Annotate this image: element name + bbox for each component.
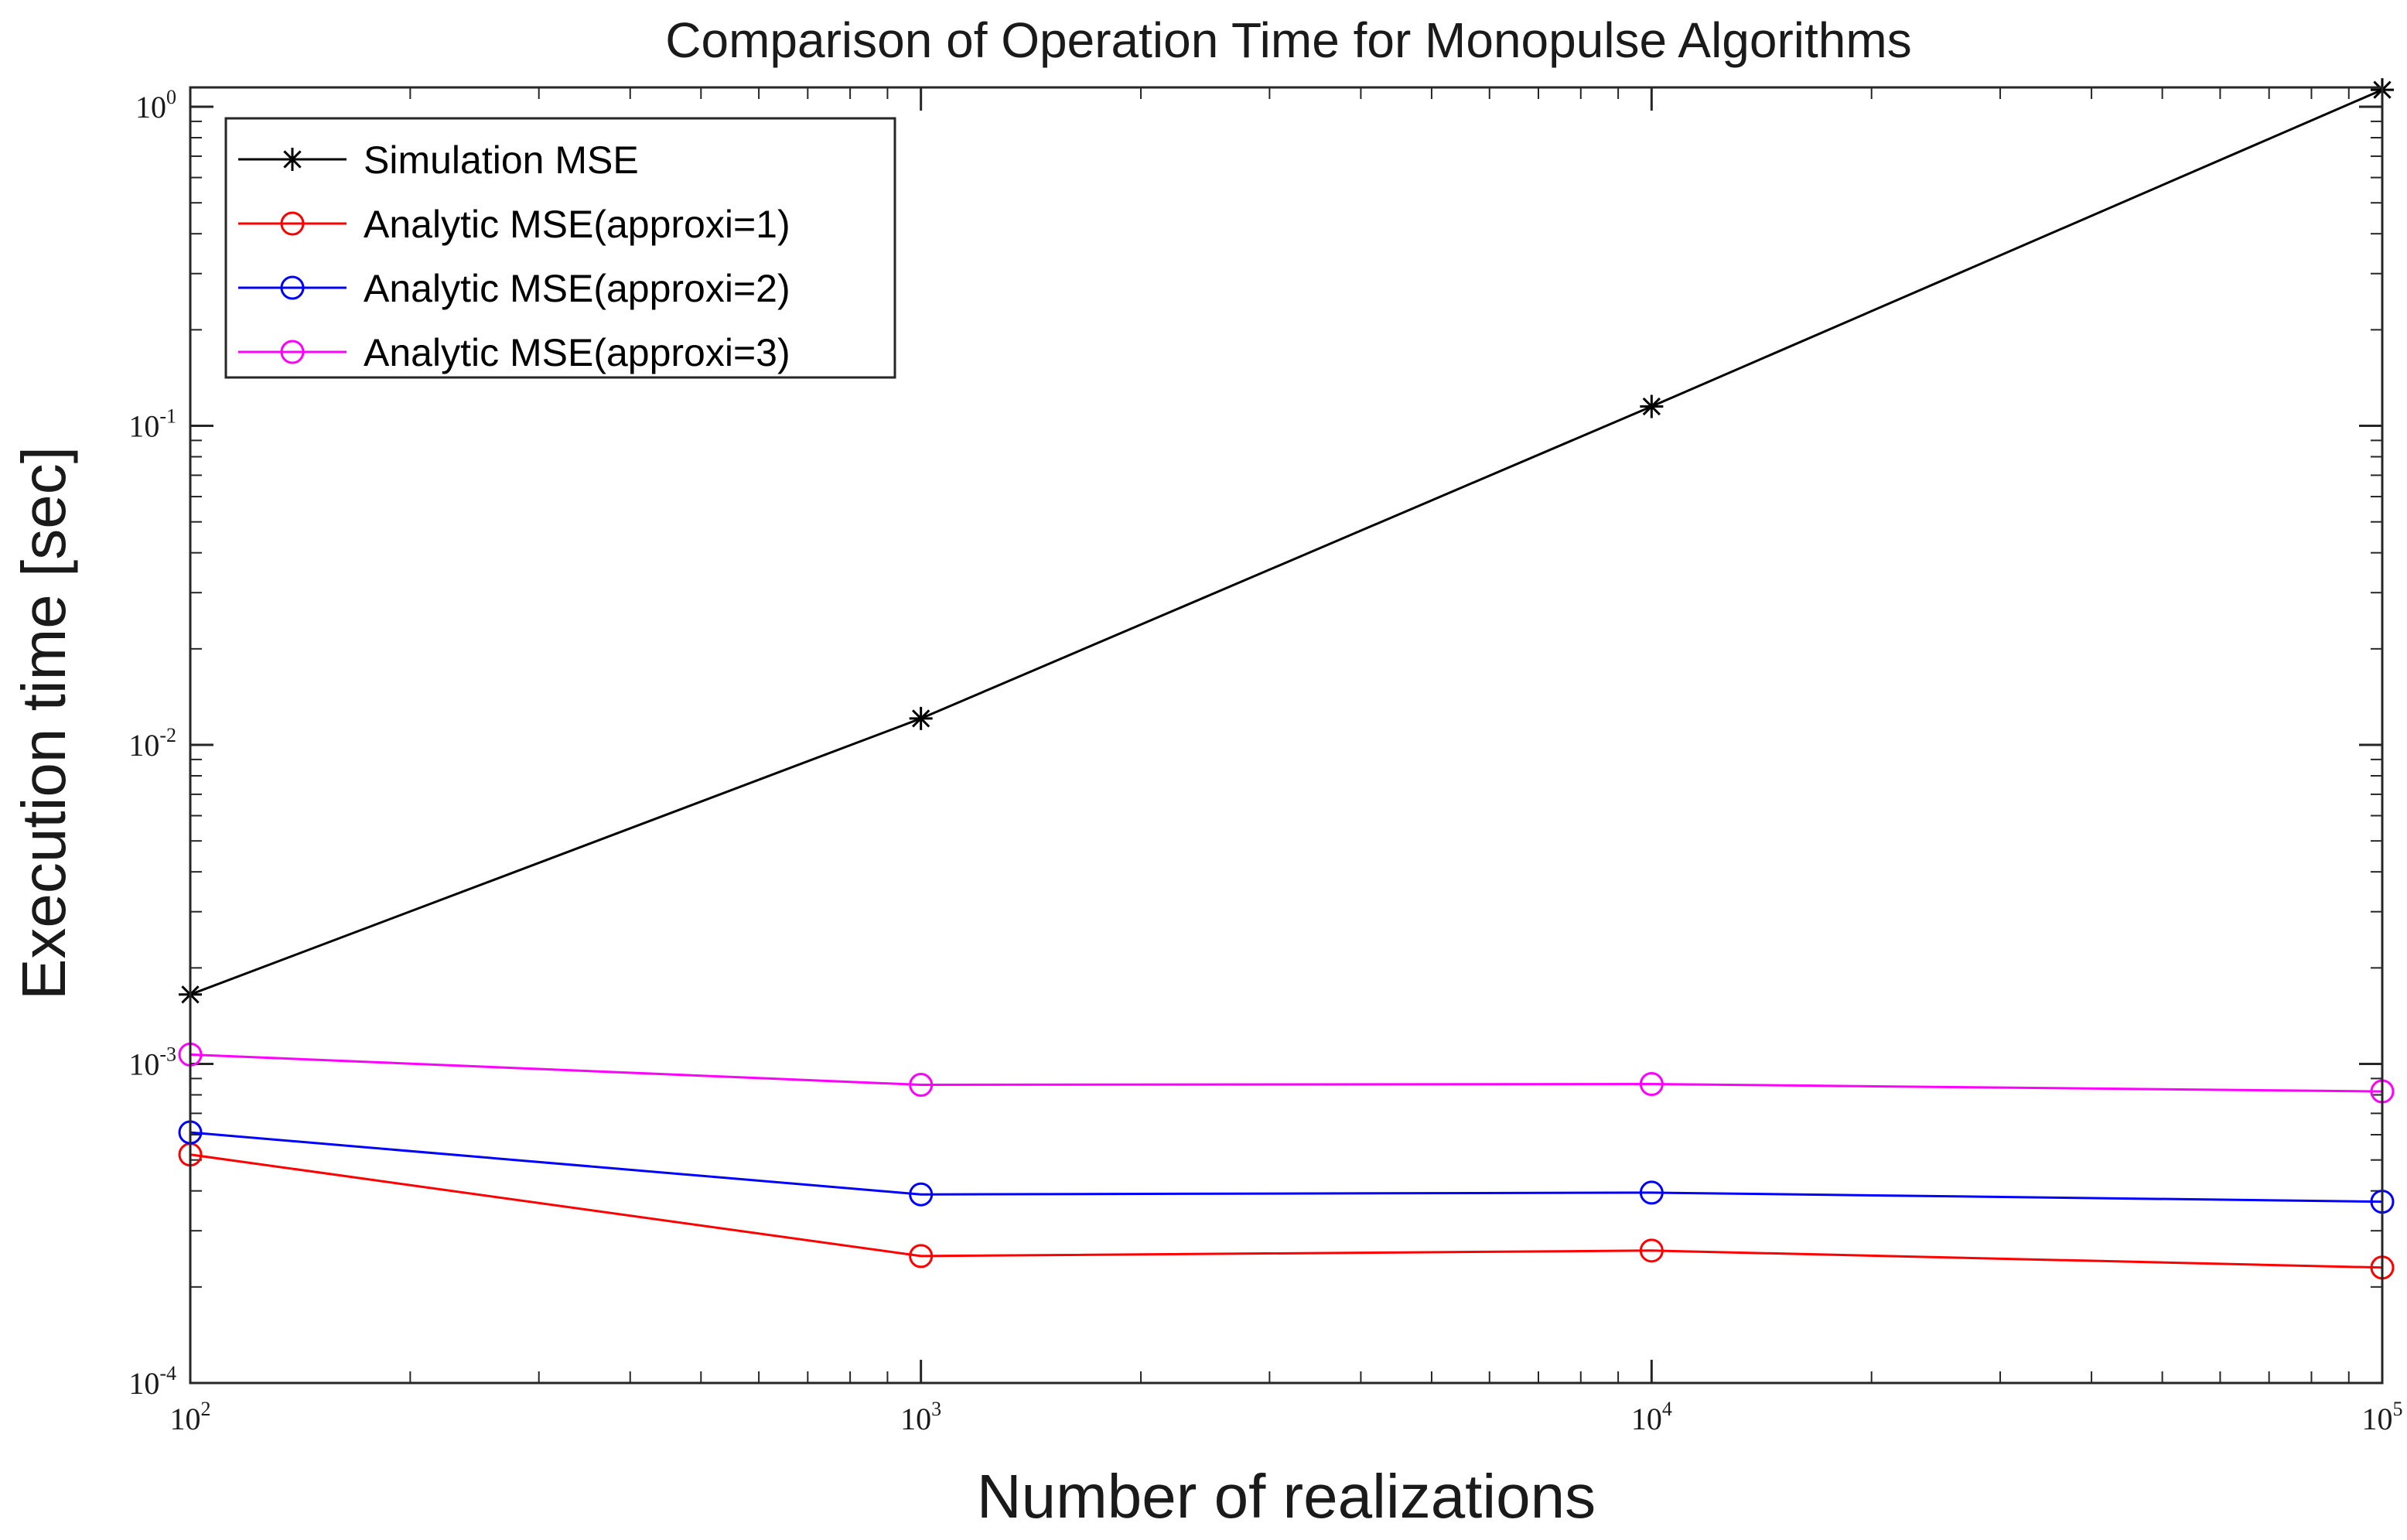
y-tick-label: 10-2 <box>128 724 176 763</box>
legend-item: Analytic MSE(approxi=2) <box>238 267 790 310</box>
series-line <box>189 1053 2383 1093</box>
legend-item: Simulation MSE <box>238 138 639 182</box>
legend-label: Analytic MSE(approxi=1) <box>364 203 790 246</box>
data-point <box>909 706 933 730</box>
data-point <box>1639 1071 1664 1096</box>
series-4 <box>178 1042 2395 1104</box>
legend-marker <box>280 211 305 236</box>
y-tick-label: 10-4 <box>128 1362 176 1401</box>
data-point <box>909 1073 934 1098</box>
x-tick-label: 102 <box>170 1398 211 1436</box>
series-layer <box>178 78 2395 1280</box>
plot-frame <box>189 86 2384 1385</box>
legend-item: Analytic MSE(approxi=3) <box>238 331 790 374</box>
series-line <box>189 88 2383 996</box>
x-tick-label: 104 <box>1631 1398 1672 1436</box>
chart-title: Comparison of Operation Time for Monopul… <box>665 12 1911 68</box>
legend: Simulation MSE Analytic MSE(approxi=1) Ana… <box>224 117 896 379</box>
y-axis-label: Execution time [sec] <box>9 446 78 1000</box>
legend-item: Analytic MSE(approxi=1) <box>238 203 790 246</box>
x-tick-label: 103 <box>900 1398 941 1436</box>
legend-label: Analytic MSE(approxi=2) <box>364 267 790 310</box>
series-2 <box>178 1142 2395 1280</box>
data-point <box>1640 394 1664 418</box>
series-line <box>189 1153 2383 1269</box>
legend-marker <box>280 275 305 300</box>
legend-label: Analytic MSE(approxi=3) <box>364 331 790 374</box>
data-point <box>909 1244 934 1269</box>
data-point <box>1639 1180 1664 1205</box>
y-tick-label: 100 <box>135 86 176 125</box>
data-point <box>1639 1238 1664 1263</box>
legend-box <box>224 117 896 379</box>
minor-ticks <box>190 87 2382 1383</box>
x-axis-label: Number of realizations <box>977 1462 1596 1531</box>
x-tick-labels: 102 103 104 105 <box>170 1398 2403 1436</box>
x-tick-label: 105 <box>2362 1398 2403 1436</box>
series-line <box>189 1131 2383 1204</box>
y-tick-label: 10-3 <box>128 1043 176 1082</box>
legend-label: Simulation MSE <box>364 138 639 182</box>
y-tick-labels: 10-4 10-3 10-2 10-1 100 <box>128 86 176 1401</box>
y-tick-label: 10-1 <box>128 405 176 444</box>
data-point <box>909 1182 934 1207</box>
legend-marker <box>281 148 304 171</box>
legend-marker <box>280 340 305 364</box>
